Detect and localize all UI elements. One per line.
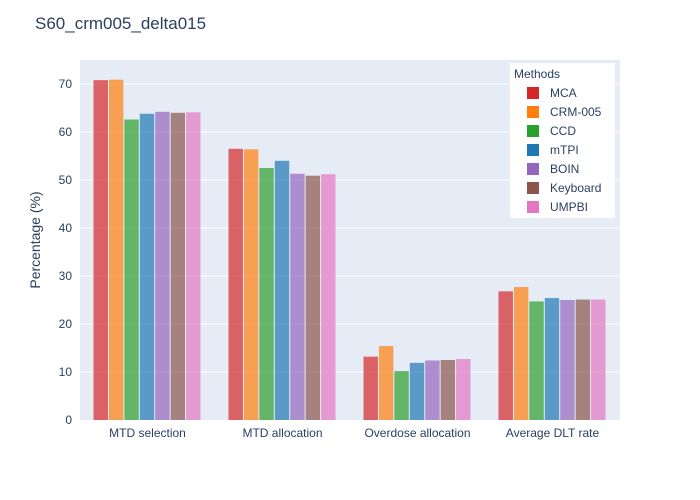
legend-label: UMPBI	[550, 200, 588, 214]
bar-boin	[290, 173, 305, 420]
legend-swatch	[527, 106, 539, 118]
bar-boin	[155, 111, 170, 420]
bar-umpbi	[186, 112, 201, 420]
x-tick-label: Average DLT rate	[506, 426, 600, 440]
legend-label: CCD	[550, 124, 576, 138]
legend-label: CRM-005	[550, 105, 602, 119]
y-axis-title: Percentage (%)	[27, 191, 43, 288]
bar-ccd	[124, 119, 139, 421]
bar-mtpi	[139, 113, 155, 420]
y-tick-label: 20	[59, 317, 73, 331]
bar-crm-005	[243, 149, 259, 420]
bar-keyboard	[170, 112, 186, 421]
bar-mca	[363, 356, 378, 420]
legend-swatch	[527, 182, 539, 194]
legend-title: Methods	[514, 67, 560, 81]
legend-label: MCA	[550, 86, 577, 100]
bar-ccd	[394, 371, 409, 420]
y-tick-label: 0	[65, 413, 72, 427]
bar-boin	[560, 300, 575, 420]
bar-mtpi	[274, 160, 290, 421]
y-tick-label: 30	[59, 269, 73, 283]
legend: Methods MCA CRM-005 CCD mTPI BOIN Keyboard UMP…	[510, 63, 615, 218]
legend-swatch	[527, 201, 539, 213]
legend-label: Keyboard	[550, 181, 601, 195]
bar-umpbi	[591, 299, 606, 420]
y-tick-label: 50	[59, 173, 73, 187]
y-tick-label: 10	[59, 365, 73, 379]
legend-swatch	[527, 163, 539, 175]
legend-label: mTPI	[550, 143, 579, 157]
legend-label: BOIN	[550, 162, 579, 176]
bars	[93, 79, 606, 421]
legend-swatch	[527, 144, 539, 156]
x-tick-label: MTD selection	[109, 426, 186, 440]
bar-umpbi	[321, 174, 336, 420]
bar-ccd	[529, 301, 544, 420]
bar-mtpi	[544, 298, 560, 420]
bar-keyboard	[575, 299, 591, 420]
y-tick-label: 40	[59, 221, 73, 235]
bar-keyboard	[305, 175, 321, 420]
y-axis-ticks: 0 10 20 30 40 50 60 70	[59, 77, 73, 427]
legend-swatch	[527, 125, 539, 137]
bar-crm-005	[108, 79, 124, 421]
x-tick-label: Overdose allocation	[364, 426, 470, 440]
x-axis-ticks: MTD selection MTD allocation Overdose allo…	[109, 426, 599, 440]
y-tick-label: 60	[59, 125, 73, 139]
y-tick-label: 70	[59, 77, 73, 91]
bar-boin	[425, 360, 440, 420]
bar-mtpi	[409, 362, 425, 420]
chart-title: S60_crm005_delta015	[35, 14, 206, 33]
bar-crm-005	[513, 287, 529, 420]
bar-keyboard	[440, 360, 456, 420]
bar-mca	[228, 148, 243, 421]
bar-umpbi	[456, 359, 471, 420]
bar-crm-005	[378, 346, 394, 420]
bar-ccd	[259, 168, 274, 420]
bar-mca	[93, 80, 108, 420]
bar-mca	[498, 291, 513, 420]
x-tick-label: MTD allocation	[242, 426, 322, 440]
legend-swatch	[527, 87, 539, 99]
